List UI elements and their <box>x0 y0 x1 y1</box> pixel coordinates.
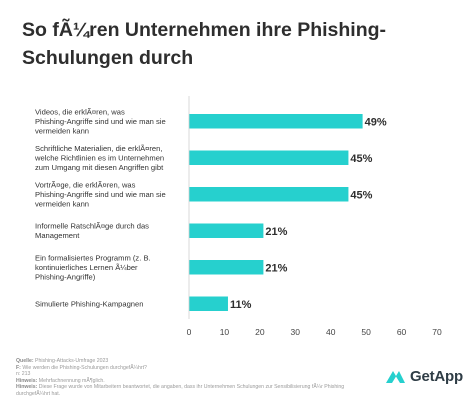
note-text-2: Diese Frage wurde von Mitarbeitern beant… <box>16 384 345 397</box>
bar <box>189 223 264 238</box>
x-tick-label: 20 <box>255 327 265 337</box>
bar <box>189 296 228 311</box>
x-tick-label: 10 <box>220 327 230 337</box>
bar <box>189 150 349 165</box>
x-tick-label: 60 <box>397 327 407 337</box>
category-label: Schriftliche Materialien, die erklÃ¤ren,… <box>34 144 164 172</box>
question-text: Wie werden die Phishing-Schulungen durch… <box>22 364 147 371</box>
note-text-1: Mehrfachnennung mÃ¶glich. <box>38 377 105 384</box>
bar <box>189 260 264 275</box>
chart-title: So fÃ¼ren Unternehmen ihre Phishing-Schu… <box>22 19 387 69</box>
note-line-1: Hinweis: Mehrfachnennung mÃ¶glich. <box>16 377 105 384</box>
category-label: Videos, die erklÃ¤ren, was Phishing-Angri… <box>35 107 166 135</box>
note-line-2: Hinweis: Diese Frage wurde von Mitarbeit… <box>16 384 345 397</box>
x-tick-label: 0 <box>187 327 192 337</box>
chart-footer: Quelle: Phishing-Attacks-Umfrage 2023 F:… <box>16 358 346 397</box>
bar <box>189 187 349 202</box>
bar-chart: Videos, die erklÃ¤ren, was Phishing-Angri… <box>34 96 442 337</box>
value-label: 45% <box>350 189 372 201</box>
getapp-logo-icon <box>386 371 405 383</box>
value-label: 11% <box>230 299 252 311</box>
value-label: 21% <box>265 226 287 238</box>
logo-text: GetApp <box>410 367 463 385</box>
value-label: 45% <box>350 153 372 165</box>
category-label: Ein formalisiertes Programm (z. B. kontin… <box>35 253 151 281</box>
x-tick-label: 50 <box>361 327 371 337</box>
getapp-logo: GetApp <box>384 366 463 386</box>
x-tick-label: 70 <box>432 327 442 337</box>
category-label: Simulierte Phishing-Kampagnen <box>35 299 143 308</box>
x-tick-label: 40 <box>326 327 336 337</box>
question-line: F: Wie werden die Phishing-Schulungen du… <box>16 364 147 371</box>
source-text: Phishing-Attacks-Umfrage 2023 <box>35 358 109 364</box>
category-label: VortrÃ¤ge, die erklÃ¤ren, was Phishing-An… <box>35 180 166 208</box>
bar <box>189 114 363 129</box>
value-label: 49% <box>365 116 387 128</box>
x-tick-label: 30 <box>291 327 301 337</box>
value-label: 21% <box>265 262 287 274</box>
category-label: Informelle RatschlÃ¤ge durch das Manageme… <box>35 222 149 241</box>
source-line: Quelle: Phishing-Attacks-Umfrage 2023 <box>16 358 109 364</box>
sample-size: n: 213 <box>16 371 31 377</box>
